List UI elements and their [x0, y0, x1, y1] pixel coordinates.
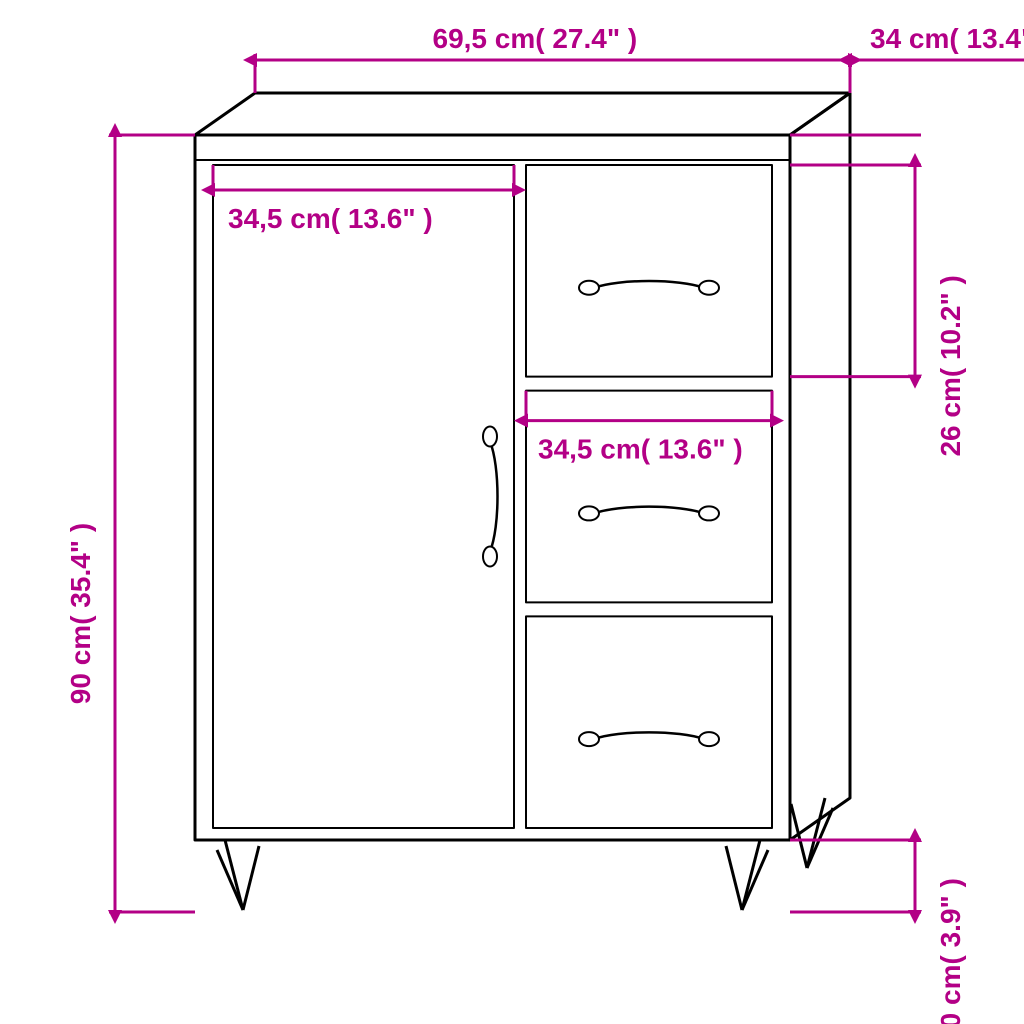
dim-height-label: 90 cm( 35.4" ): [65, 523, 96, 704]
dim-width-label: 69,5 cm( 27.4" ): [433, 23, 638, 54]
dim-door-width-label: 34,5 cm( 13.6" ): [228, 203, 433, 234]
dim-depth-label: 34 cm( 13.4" ): [870, 23, 1024, 54]
dim-drawer-width-label: 34,5 cm( 13.6" ): [538, 434, 743, 465]
dim-leg-height-label: 10 cm( 3.9" ): [935, 878, 966, 1024]
dim-drawer-height-label: 26 cm( 10.2" ): [935, 275, 966, 456]
furniture-dimension-diagram: 69,5 cm( 27.4" ) 34 cm( 13.4" ) 90 cm( 35.…: [0, 0, 1024, 1024]
